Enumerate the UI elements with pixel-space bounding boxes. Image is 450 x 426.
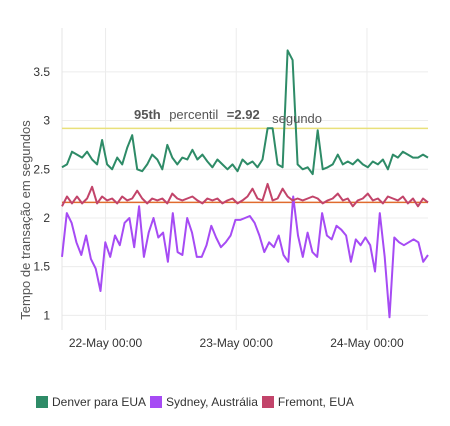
legend-swatch: [261, 396, 274, 408]
legend-label: Denver para EUA: [52, 395, 147, 409]
reference-lines: [62, 127, 428, 204]
annotation-value: =2.92: [227, 107, 260, 122]
legend-item[interactable]: Sydney, Austrália: [150, 395, 258, 409]
legend-label: Sydney, Austrália: [166, 395, 258, 409]
x-tick-label: 22-May 00:00: [69, 336, 143, 350]
y-tick-label: 1.5: [33, 260, 50, 274]
annotation-percentile-label: 95th: [134, 107, 161, 122]
percentile-annotation: 95th percentil =2.92 segundo: [134, 106, 322, 126]
legend-item[interactable]: Fremont, EUA: [261, 395, 354, 409]
legend: Denver para EUA Sydney, Austrália Fremont,…: [36, 395, 358, 409]
x-tick-label: 23-May 00:00: [200, 336, 274, 350]
series-line-1: [61, 195, 429, 319]
chart: 1 1.5 2 2.5 3 3.5 22-May 00:00 23-May 00:00 24-…: [18, 28, 429, 350]
legend-item[interactable]: Denver para EUA: [36, 395, 146, 409]
x-axis-ticks: 22-May 00:00 23-May 00:00 24-May 00:00: [69, 336, 404, 350]
series-lines: [61, 49, 429, 319]
series-line-2: [61, 182, 429, 208]
series-line-0: [61, 49, 429, 176]
y-tick-label: 3.5: [33, 65, 50, 79]
x-tick-label: 24-May 00:00: [330, 336, 404, 350]
y-axis-ticks: 1 1.5 2 2.5 3 3.5: [33, 65, 50, 323]
y-tick-label: 2.5: [33, 162, 50, 176]
legend-swatch: [150, 396, 163, 408]
legend-swatch: [36, 396, 48, 408]
grid: [61, 28, 428, 330]
annotation-unit: segundo: [272, 111, 322, 126]
y-tick-label: 2: [43, 211, 50, 225]
annotation-percentile-word: percentil: [169, 107, 218, 122]
y-tick-label: 3: [43, 114, 50, 128]
y-tick-label: 1: [43, 308, 50, 322]
y-axis-label: Tempo de transação em segundos: [18, 120, 33, 320]
legend-label: Fremont, EUA: [277, 395, 354, 409]
